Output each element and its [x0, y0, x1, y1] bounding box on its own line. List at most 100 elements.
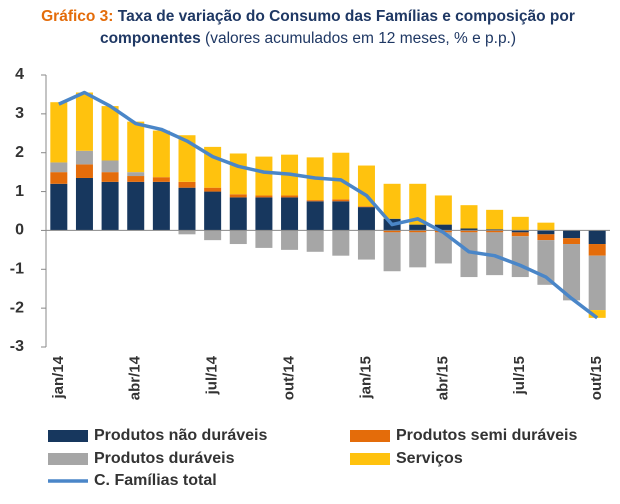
bar [281, 195, 299, 198]
bar [178, 181, 196, 188]
bar [409, 232, 427, 268]
bar [486, 229, 504, 231]
bar [306, 230, 324, 252]
bar [588, 310, 606, 318]
bar [229, 197, 247, 231]
bar [537, 234, 555, 241]
chart-title: Taxa de variação do Consumo das Famílias… [99, 8, 575, 47]
legend-label: Produtos duráveis [94, 450, 235, 467]
bar [409, 230, 427, 233]
bar [75, 92, 93, 151]
x-tick-label: jan/14 [50, 355, 67, 399]
bar [460, 205, 478, 229]
bar [332, 152, 350, 200]
bar [204, 230, 222, 241]
bar [101, 160, 119, 173]
bar [75, 150, 93, 165]
y-tick-label: 3 [15, 105, 24, 122]
bar [563, 230, 581, 239]
y-tick-label: 1 [15, 183, 24, 200]
bar [357, 206, 375, 208]
bar [101, 172, 119, 182]
bar [75, 177, 93, 231]
bar [229, 230, 247, 245]
bar [332, 230, 350, 256]
bar [563, 244, 581, 301]
bar [511, 232, 529, 237]
bar [409, 224, 427, 231]
y-tick-label: 4 [15, 66, 24, 83]
bar [152, 181, 170, 231]
bar [537, 230, 555, 235]
bar [332, 199, 350, 202]
subtitle: (valores acumulados em 12 meses, % e p.p… [205, 30, 517, 47]
bar [511, 216, 529, 231]
y-tick-label: -2 [10, 299, 24, 316]
legend-swatch [48, 430, 88, 442]
bar [50, 102, 68, 163]
bar [486, 209, 504, 230]
x-tick-label: abr/14 [127, 355, 144, 400]
bar [50, 172, 68, 184]
legend-swatch [350, 430, 390, 442]
bar [281, 197, 299, 231]
bar [357, 230, 375, 260]
y-tick-label: -3 [10, 338, 24, 355]
bar [152, 177, 170, 182]
x-tick-label: out/14 [281, 355, 298, 400]
bar [357, 207, 375, 231]
bar [306, 200, 324, 202]
bar [486, 232, 504, 276]
bar [204, 191, 222, 231]
bar [255, 156, 273, 196]
bar [460, 232, 478, 278]
bar [588, 230, 606, 245]
bar [281, 230, 299, 250]
bar [152, 130, 170, 178]
bar [588, 255, 606, 311]
bar [434, 232, 452, 264]
bar [229, 194, 247, 198]
bar [75, 164, 93, 178]
bar [511, 230, 529, 233]
bar [178, 187, 196, 231]
bar [229, 153, 247, 195]
bar [383, 232, 401, 272]
bar [434, 195, 452, 225]
x-tick-label: out/15 [588, 356, 605, 400]
bar [460, 230, 478, 233]
y-tick-label: -1 [10, 261, 24, 278]
legend-swatch [350, 453, 390, 465]
legend-label: Serviços [396, 450, 463, 467]
title-block: Gráfico 3: Taxa de variação do Consumo d… [8, 6, 608, 50]
bar [434, 224, 452, 231]
bar [332, 201, 350, 231]
bar [127, 176, 145, 182]
bar [383, 230, 401, 233]
bar [50, 183, 68, 231]
y-tick-label: 2 [15, 144, 24, 161]
y-tick-label: 0 [15, 222, 24, 239]
bar [460, 228, 478, 231]
bar [255, 230, 273, 248]
bar [255, 195, 273, 198]
x-tick-label: jul/15 [511, 356, 528, 395]
bar [486, 230, 504, 233]
bar [588, 244, 606, 256]
x-tick-label: jul/14 [204, 355, 221, 395]
bar [101, 181, 119, 231]
bar [101, 106, 119, 161]
bar [127, 172, 145, 177]
x-tick-label: jan/15 [357, 356, 374, 400]
bar [537, 222, 555, 231]
x-tick-label: abr/15 [434, 356, 451, 400]
legend-swatch [48, 453, 88, 465]
bar [178, 135, 196, 182]
bar [204, 187, 222, 192]
bar [511, 236, 529, 278]
bar [383, 183, 401, 219]
line-series [58, 90, 599, 320]
bar [50, 162, 68, 173]
